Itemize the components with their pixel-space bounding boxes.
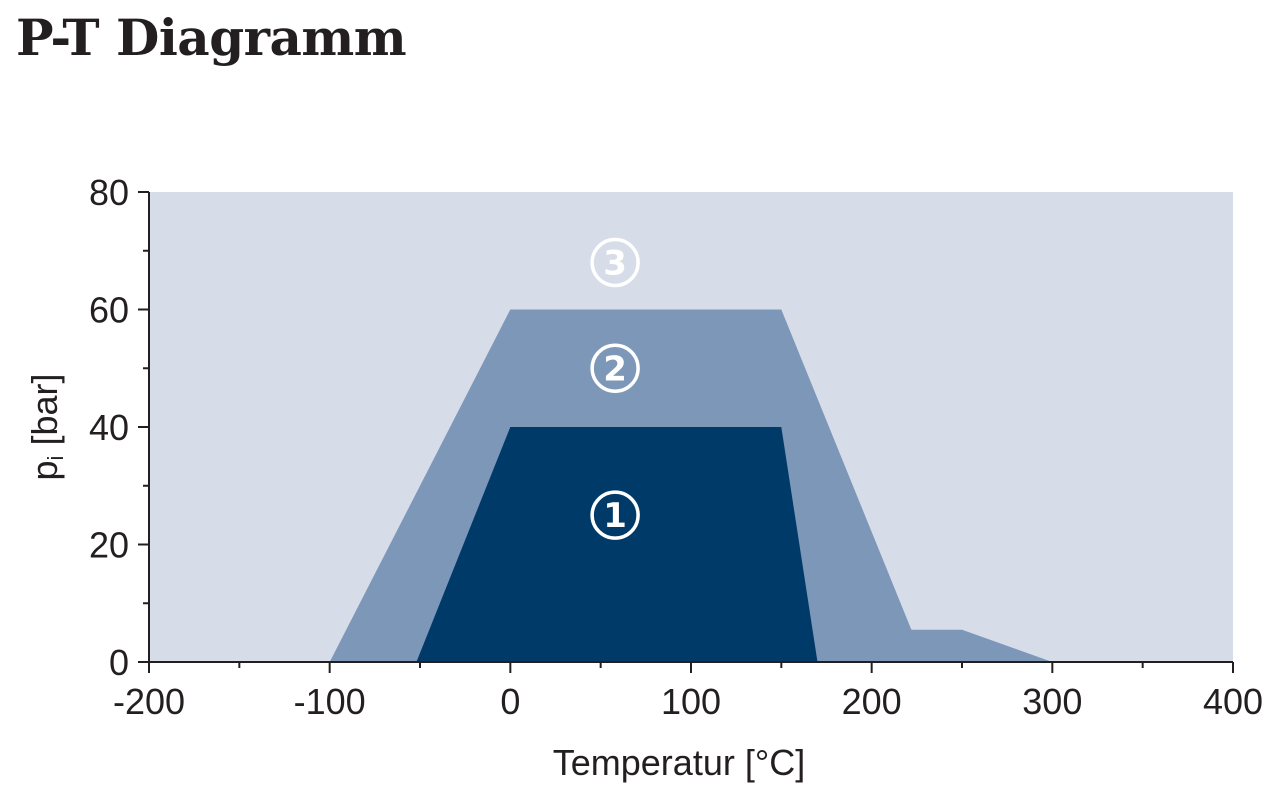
y-axis-label-sub: i xyxy=(43,456,68,461)
x-tick-label: 200 xyxy=(842,681,902,722)
y-axis-label-rest: [bar] xyxy=(24,374,65,456)
region-label-1: 1 xyxy=(590,490,640,540)
region-label-number: 3 xyxy=(603,244,627,284)
y-tick-label: 20 xyxy=(89,525,129,566)
x-tick-label: 0 xyxy=(500,681,520,722)
region-label-circle xyxy=(590,343,640,393)
y-tick-label: 0 xyxy=(109,642,129,683)
y-axis-label: pi [bar] xyxy=(24,374,68,481)
y-tick-label: 80 xyxy=(89,172,129,213)
region-label-circle xyxy=(590,237,640,288)
ticks: -200 -100 0 100 200 300 400 0 20 40 60 80 xyxy=(89,172,1263,722)
region-labels: 1 2 3 xyxy=(590,237,640,540)
x-tick-label: 300 xyxy=(1022,681,1082,722)
page-title: P-T Diagramm xyxy=(16,8,407,67)
region-label-circle xyxy=(590,490,640,540)
region-label-3: 3 xyxy=(590,237,640,288)
region-label-number: 2 xyxy=(603,349,627,389)
y-tick-label: 40 xyxy=(89,407,129,448)
regions xyxy=(329,309,1053,662)
region-label-number: 1 xyxy=(603,496,627,536)
y-axis-label-main: p xyxy=(24,460,65,480)
x-axis-label: Temperatur [°C] xyxy=(553,742,805,783)
x-tick-label: 100 xyxy=(661,681,721,722)
region-1 xyxy=(416,427,818,662)
region-label-2: 2 xyxy=(590,343,640,393)
x-tick-label: -100 xyxy=(294,681,366,722)
x-tick-label: 400 xyxy=(1203,681,1263,722)
x-tick-label: -200 xyxy=(113,681,185,722)
y-tick-label: 60 xyxy=(89,290,129,331)
